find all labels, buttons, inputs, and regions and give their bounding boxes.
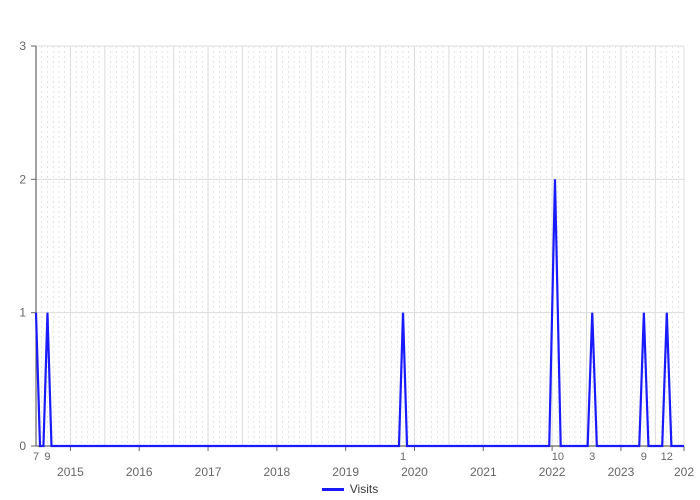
svg-text:1: 1 [19, 306, 26, 320]
svg-text:2022: 2022 [539, 465, 566, 479]
chart-legend: Visits [0, 482, 700, 496]
svg-text:2019: 2019 [332, 465, 359, 479]
svg-text:12: 12 [661, 451, 673, 463]
svg-text:7: 7 [33, 451, 39, 463]
svg-text:0: 0 [19, 439, 26, 453]
line-chart: 0123791103912201520162017201820192020202… [0, 0, 700, 500]
svg-text:2020: 2020 [401, 465, 428, 479]
svg-text:2: 2 [19, 172, 26, 186]
svg-text:2021: 2021 [470, 465, 497, 479]
svg-text:3: 3 [589, 451, 595, 463]
svg-text:1: 1 [400, 451, 406, 463]
legend-swatch [322, 488, 344, 491]
svg-text:2015: 2015 [57, 465, 84, 479]
svg-text:9: 9 [44, 451, 50, 463]
svg-text:10: 10 [552, 451, 564, 463]
svg-text:2023: 2023 [608, 465, 635, 479]
svg-text:9: 9 [641, 451, 647, 463]
svg-text:2016: 2016 [126, 465, 153, 479]
legend-label: Visits [350, 482, 378, 496]
svg-text:3: 3 [19, 39, 26, 53]
svg-text:2018: 2018 [263, 465, 290, 479]
svg-text:202: 202 [674, 465, 694, 479]
svg-text:2017: 2017 [195, 465, 222, 479]
